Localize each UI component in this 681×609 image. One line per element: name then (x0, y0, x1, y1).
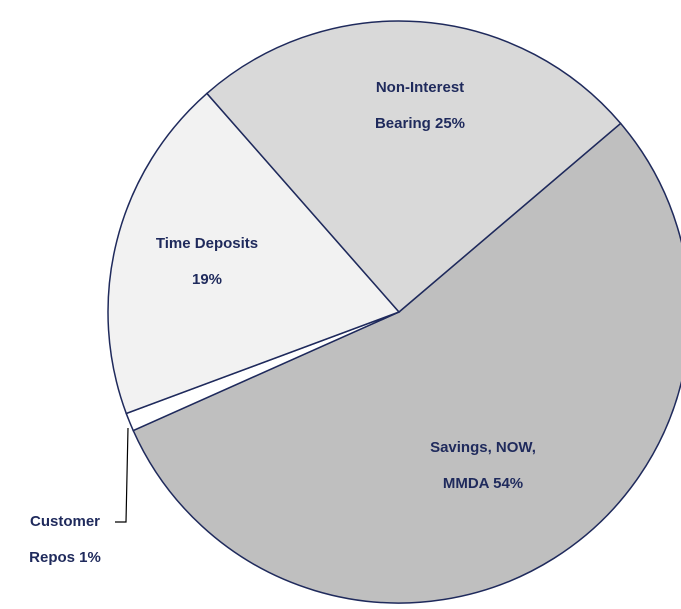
pie-slice (132, 122, 681, 604)
slice-label: Repos 1% (29, 549, 101, 566)
leader-line (115, 427, 129, 523)
slice-label: Bearing 25% (375, 115, 465, 132)
pie-slice (107, 92, 401, 415)
pie-slice (205, 20, 622, 314)
slice-label: Customer (30, 513, 100, 530)
slice-label: Time Deposits (156, 235, 258, 252)
slice-label: Savings, NOW, (430, 439, 536, 456)
slice-label: MMDA 54% (443, 475, 523, 492)
slice-label: Non-Interest (376, 79, 464, 96)
slice-label: 19% (192, 271, 222, 288)
